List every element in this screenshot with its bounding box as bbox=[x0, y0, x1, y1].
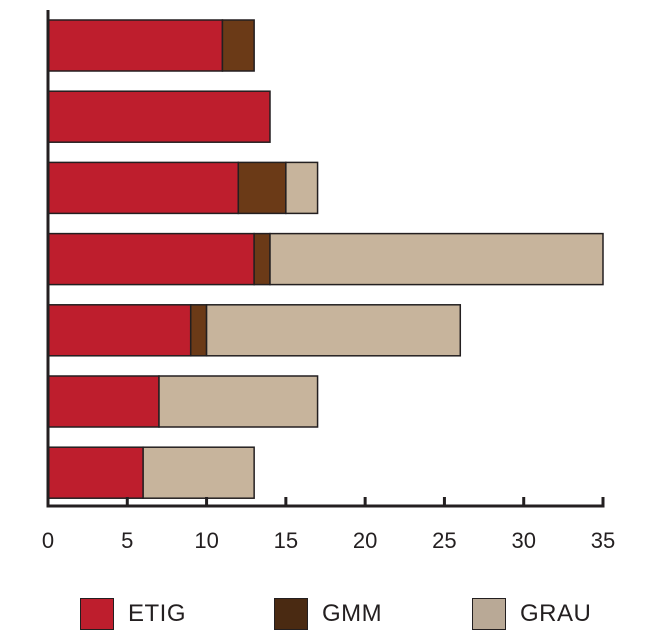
bar-etig-6 bbox=[47, 375, 160, 428]
bar-grau-4 bbox=[269, 232, 604, 286]
bar-grau-6 bbox=[158, 375, 319, 428]
legend-label-grau: GRAU bbox=[520, 600, 592, 627]
bar-grau-3 bbox=[285, 161, 319, 215]
x-tick-label-35: 35 bbox=[591, 528, 615, 553]
bars-group bbox=[47, 19, 604, 499]
bar-gmm-1 bbox=[221, 19, 255, 72]
x-axis-ticks: 0 5 10 15 20 25 30 35 bbox=[42, 497, 615, 553]
bar-gmm-4 bbox=[253, 232, 271, 286]
legend-label-etig: ETIG bbox=[128, 600, 187, 627]
bar-etig-4 bbox=[47, 232, 255, 286]
x-tick-label-30: 30 bbox=[511, 528, 535, 553]
bar-gmm-5 bbox=[189, 304, 208, 357]
legend-swatch-etig bbox=[80, 598, 114, 630]
legend-swatch-gmm bbox=[274, 598, 308, 630]
legend-item-gmm: GMM bbox=[274, 596, 382, 632]
legend-item-grau: GRAU bbox=[472, 596, 591, 632]
bar-etig-7 bbox=[47, 446, 144, 499]
bar-grau-7 bbox=[142, 446, 255, 499]
bar-etig-3 bbox=[47, 161, 240, 215]
bar-grau-5 bbox=[205, 304, 462, 357]
bar-etig-2 bbox=[47, 90, 271, 143]
stacked-bar-chart: 0 5 10 15 20 25 30 35 bbox=[42, 10, 615, 553]
legend-item-etig: ETIG bbox=[80, 596, 186, 632]
x-tick-label-0: 0 bbox=[42, 528, 54, 553]
bar-gmm-3 bbox=[237, 161, 287, 215]
x-tick-label-5: 5 bbox=[121, 528, 133, 553]
legend-swatch-grau bbox=[472, 598, 506, 630]
x-tick-label-20: 20 bbox=[353, 528, 377, 553]
bar-etig-1 bbox=[47, 19, 224, 72]
x-tick-label-15: 15 bbox=[274, 528, 298, 553]
x-tick-label-25: 25 bbox=[432, 528, 456, 553]
x-tick-label-10: 10 bbox=[194, 528, 218, 553]
bar-etig-5 bbox=[47, 304, 192, 357]
legend-label-gmm: GMM bbox=[322, 600, 383, 627]
legend: ETIG GMM GRAU bbox=[0, 596, 662, 636]
